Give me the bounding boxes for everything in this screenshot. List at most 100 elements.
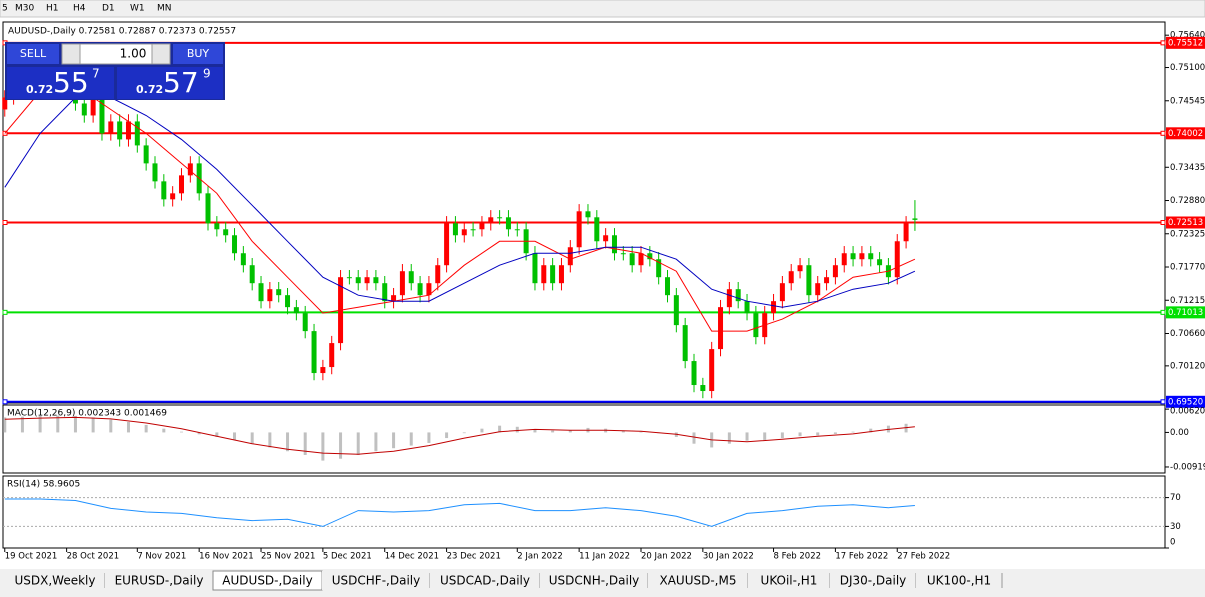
lot-up[interactable] bbox=[151, 43, 171, 65]
candle-body bbox=[611, 235, 617, 254]
tab-label[interactable]: USDCNH-,Daily bbox=[549, 574, 640, 588]
macd-bar bbox=[816, 432, 820, 436]
timeframe-button[interactable]: 5 bbox=[2, 4, 8, 14]
x-tick-label: 17 Feb 2022 bbox=[835, 552, 888, 562]
macd-panel bbox=[2, 404, 1166, 474]
candle-body bbox=[293, 307, 299, 314]
tab[interactable] bbox=[105, 571, 213, 590]
chart-title: AUDUSD-,Daily 0.72581 0.72887 0.72373 0.… bbox=[8, 27, 236, 37]
y-tick-label: 0.75100 bbox=[1170, 63, 1205, 73]
sell-button[interactable] bbox=[7, 44, 59, 64]
candle-body bbox=[682, 325, 688, 362]
y-tick-label: 0.00 bbox=[1170, 428, 1189, 438]
level-handle bbox=[1160, 309, 1166, 315]
macd-bar bbox=[639, 431, 643, 433]
timeframe-button[interactable]: W1 bbox=[130, 4, 145, 14]
level-handle bbox=[2, 309, 8, 315]
buy-button[interactable] bbox=[173, 44, 223, 64]
candle-body bbox=[461, 229, 467, 236]
candle-body bbox=[603, 235, 609, 242]
rsi-title: RSI(14) 58.9605 bbox=[7, 480, 80, 490]
candle-body bbox=[470, 229, 476, 231]
candle-body bbox=[2, 97, 8, 110]
buy-price-box[interactable] bbox=[117, 67, 223, 99]
x-tick-label: 14 Dec 2021 bbox=[385, 552, 439, 562]
y-tick-label: 0.70120 bbox=[1170, 361, 1205, 371]
candle-body bbox=[726, 289, 732, 308]
macd-bar bbox=[20, 416, 24, 433]
candle-body bbox=[364, 277, 370, 284]
tab[interactable] bbox=[5, 571, 105, 590]
timeframe-button[interactable]: H4 bbox=[73, 4, 86, 14]
candle-body bbox=[505, 217, 511, 230]
tab-label[interactable]: EURUSD-,Daily bbox=[115, 574, 204, 588]
candle-body bbox=[894, 241, 900, 278]
tab-label[interactable]: USDX,Weekly bbox=[15, 574, 96, 588]
tab[interactable] bbox=[540, 571, 648, 590]
tab-label[interactable]: USDCAD-,Daily bbox=[440, 574, 530, 588]
candle-body bbox=[320, 367, 326, 374]
trade-panel: SELL 1.00 BUY 0.72 55 7 0.72 57 9 bbox=[5, 42, 225, 100]
timeframe-button[interactable]: H1 bbox=[46, 4, 59, 14]
tab-label[interactable]: XAUUSD-,M5 bbox=[660, 574, 737, 588]
macd-bar bbox=[179, 431, 183, 433]
candle-body bbox=[170, 193, 176, 200]
candle-body bbox=[134, 121, 140, 146]
candle-body bbox=[797, 265, 803, 272]
candle-body bbox=[585, 211, 591, 218]
moving-average bbox=[4, 97, 916, 308]
tab[interactable] bbox=[648, 571, 748, 590]
tab[interactable] bbox=[916, 571, 1002, 590]
tab[interactable] bbox=[748, 571, 830, 590]
candle-body bbox=[178, 175, 184, 194]
timeframe-button[interactable]: M30 bbox=[15, 4, 34, 14]
candle-body bbox=[187, 163, 193, 176]
candle-body bbox=[382, 283, 388, 302]
tab-label[interactable]: USDCHF-,Daily bbox=[332, 574, 420, 588]
tab[interactable] bbox=[430, 571, 540, 590]
candle-body bbox=[850, 253, 856, 260]
macd-bar bbox=[745, 432, 749, 441]
buy-label[interactable]: BUY bbox=[187, 47, 210, 60]
sell-label[interactable]: SELL bbox=[20, 47, 47, 60]
candle-body bbox=[638, 253, 644, 266]
level-handle bbox=[1160, 220, 1166, 226]
macd-bar bbox=[126, 421, 130, 433]
tab[interactable] bbox=[830, 571, 916, 590]
lot-down[interactable] bbox=[61, 43, 81, 65]
x-tick-label: 7 Nov 2021 bbox=[137, 552, 186, 562]
timeframe-button[interactable]: D1 bbox=[102, 4, 115, 14]
macd-bar bbox=[727, 432, 731, 444]
candle-body bbox=[488, 217, 494, 224]
x-tick-label: 11 Jan 2022 bbox=[579, 552, 630, 562]
tab-label[interactable]: DJ30-,Daily bbox=[840, 574, 907, 588]
candle-body bbox=[567, 247, 573, 266]
candle-body bbox=[329, 343, 335, 368]
tab-label[interactable]: AUDUSD-,Daily bbox=[222, 574, 312, 588]
tab-label[interactable]: UK100-,H1 bbox=[927, 574, 991, 588]
tab-label[interactable]: UKOil-,H1 bbox=[761, 574, 818, 588]
level-label-bg bbox=[1166, 306, 1205, 319]
candle-body bbox=[709, 349, 715, 392]
timeframe-button[interactable]: MN bbox=[157, 4, 172, 14]
level-label-bg bbox=[1166, 395, 1205, 408]
level-label: 0.71013 bbox=[1168, 308, 1203, 318]
candle-body bbox=[435, 265, 441, 284]
macd-bar bbox=[462, 432, 466, 434]
candle-body bbox=[903, 223, 909, 242]
candle-body bbox=[824, 277, 830, 284]
macd-bar bbox=[268, 432, 272, 448]
candle-body bbox=[514, 229, 520, 231]
candle-body bbox=[735, 289, 741, 302]
candle-body bbox=[718, 307, 724, 350]
timeframe-bar: 5 M30 H1 H4 D1 W1 MN bbox=[2, 4, 172, 14]
y-tick-label: 0.71215 bbox=[1170, 296, 1205, 306]
sell-price-box[interactable] bbox=[7, 67, 114, 99]
y-tick-label: 30 bbox=[1170, 522, 1181, 532]
x-tick-label: 25 Nov 2021 bbox=[261, 552, 315, 562]
candle-body bbox=[832, 265, 838, 278]
tab[interactable] bbox=[322, 571, 430, 590]
lot-value[interactable]: 1.00 bbox=[120, 47, 147, 61]
macd-bar bbox=[833, 432, 837, 434]
